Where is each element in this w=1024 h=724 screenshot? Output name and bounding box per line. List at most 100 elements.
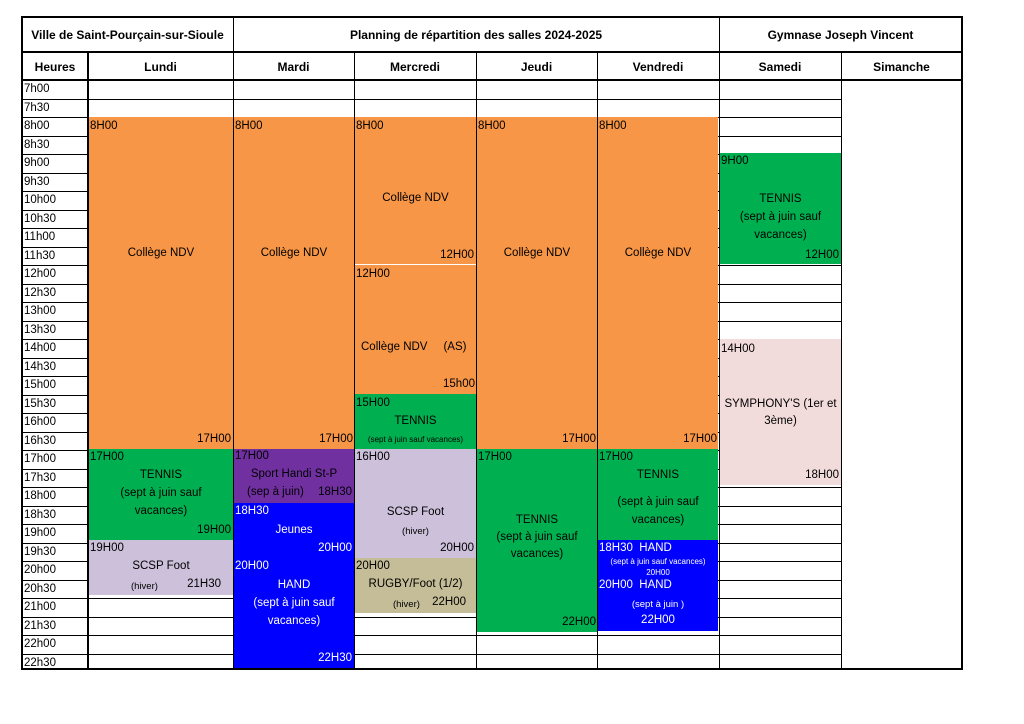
block-end: 17H00	[197, 433, 231, 445]
block-label: Collège NDV	[624, 247, 692, 259]
block-label: Sport Handi St-P	[250, 468, 338, 480]
block-wed-college: 8H00 Collège NDV 12H00	[355, 117, 476, 264]
block-label: 3ème)	[764, 415, 797, 427]
block-end: 12H00	[805, 249, 839, 261]
hour-label: 12h30	[24, 286, 56, 299]
hour-label: 22h30	[24, 656, 56, 669]
grid-col-line	[841, 52, 842, 669]
block-wed-tennis: 15H00 TENNIS (sept à juin sauf vacances)	[355, 394, 476, 449]
hour-label: 16h30	[24, 434, 56, 447]
block-start: 16H00	[356, 451, 390, 463]
hour-label: 18h30	[24, 508, 56, 521]
block-sat-tennis: 9H00 TENNIS (sept à juin sauf vacances) …	[720, 153, 841, 264]
block-end: 22H00	[432, 596, 466, 608]
block-end: 18H00	[805, 469, 839, 481]
block-note: (sept à juin )	[631, 599, 685, 610]
block-label: Jeunes	[275, 524, 313, 536]
block-end: 20H00	[318, 542, 352, 554]
header-hours: Heures	[34, 60, 76, 74]
block-note: (hiver)	[402, 526, 429, 537]
block-note: (sept à juin sauf vacances)	[367, 435, 464, 444]
grid-col-line	[476, 52, 477, 669]
border-left	[21, 16, 23, 669]
block-label: vacances)	[510, 548, 564, 560]
block-start: 12H00	[356, 268, 390, 280]
grid-row-line	[22, 635, 841, 636]
block-end: 20H00	[646, 568, 670, 577]
block-label: SCSP Foot	[386, 506, 445, 518]
hour-label: 20h30	[24, 582, 56, 595]
hour-label: 11h00	[24, 231, 56, 243]
block-end: 17H00	[683, 433, 717, 445]
hour-label: 19h30	[24, 545, 56, 558]
block-start: 18H30	[235, 505, 269, 517]
block-label: (sept à juin sauf	[496, 531, 578, 543]
header-thursday: Jeudi	[520, 60, 553, 74]
header-sunday: Simanche	[873, 60, 930, 74]
grid-col-line	[719, 52, 720, 669]
title-separator	[233, 18, 234, 52]
block-start: 20H00 HAND	[599, 579, 672, 591]
hour-label: 18h00	[24, 490, 56, 502]
block-note: (sep à juin)	[247, 486, 304, 498]
hour-label: 21h00	[24, 601, 56, 613]
block-end: 20H00	[440, 542, 474, 554]
grid-col-line	[597, 52, 598, 669]
block-end: 17H00	[319, 433, 353, 445]
block-label: TENNIS	[394, 415, 437, 427]
grid-col-line	[233, 52, 234, 669]
header-monday: Lundi	[144, 60, 177, 74]
hour-label: 13h00	[24, 305, 56, 317]
block-end: 17H00	[562, 433, 596, 445]
block-start: 8H00	[90, 120, 118, 132]
block-mon-college: 8H00 Collège NDV 17H00	[89, 117, 233, 449]
hour-label: 15h00	[24, 379, 56, 391]
block-label: Collège NDV	[382, 192, 449, 204]
block-label: vacances)	[631, 514, 685, 526]
hour-label: 19h00	[24, 527, 56, 539]
block-tue-handi: 17H00 Sport Handi St-P (sep à juin) 18H3…	[234, 449, 354, 503]
hour-label: 12h00	[24, 268, 56, 280]
block-label: Collège NDV	[503, 247, 571, 259]
block-start: 17H00	[599, 451, 633, 463]
border-hours-right	[87, 52, 89, 669]
header-saturday: Samedi	[758, 60, 802, 74]
block-thu-tennis: 17H00 TENNIS (sept à juin sauf vacances)…	[477, 449, 597, 632]
block-start: 8H00	[235, 120, 263, 132]
block-fri-hand-2: 20H00 HAND (sept à juin ) 22H00	[598, 577, 718, 631]
block-label: vacances)	[754, 229, 807, 241]
block-label: (sept à juin sauf	[617, 496, 699, 508]
hour-label: 15h30	[24, 397, 56, 410]
grid-row-line	[22, 617, 841, 618]
block-end: 18H30	[318, 486, 352, 498]
block-label: (sept à juin sauf	[739, 211, 822, 223]
border-header-bottom	[21, 79, 963, 81]
block-label: TENNIS	[139, 469, 183, 481]
header-tuesday: Mardi	[277, 60, 310, 74]
hour-label: 10h00	[24, 194, 56, 206]
hour-label: 16h00	[24, 416, 56, 428]
block-start: 18H30 HAND	[599, 542, 672, 554]
hour-label: 13h30	[24, 323, 56, 336]
hour-label: 21h30	[24, 619, 56, 632]
hour-label: 8h00	[24, 120, 50, 132]
block-end: 19H00	[197, 524, 231, 536]
block-end: 12H00	[440, 249, 474, 261]
block-mon-tennis: 17H00 TENNIS (sept à juin sauf vacances)…	[89, 449, 233, 540]
block-start: 17H00	[235, 450, 269, 462]
block-fri-tennis: 17H00 TENNIS (sept à juin sauf vacances)	[598, 449, 718, 540]
hour-label: 7h00	[24, 83, 50, 95]
hour-label: 22h00	[24, 638, 56, 650]
block-end: 22H30	[318, 652, 352, 664]
block-end: 22H00	[641, 614, 675, 626]
block-label: SYMPHONY'S (1er et	[724, 398, 837, 410]
block-end: 21H30	[187, 578, 221, 590]
block-label: (sept à juin sauf	[253, 597, 335, 609]
header-friday: Vendredi	[632, 60, 684, 74]
block-label: TENNIS	[759, 193, 802, 205]
hour-label: 11h30	[24, 249, 56, 262]
block-note: (hiver)	[393, 599, 420, 610]
city-title: Ville de Saint-Pourçain-sur-Sioule	[31, 28, 224, 42]
hour-label: 8h30	[24, 138, 50, 151]
block-label: (sept à juin sauf	[120, 487, 202, 499]
